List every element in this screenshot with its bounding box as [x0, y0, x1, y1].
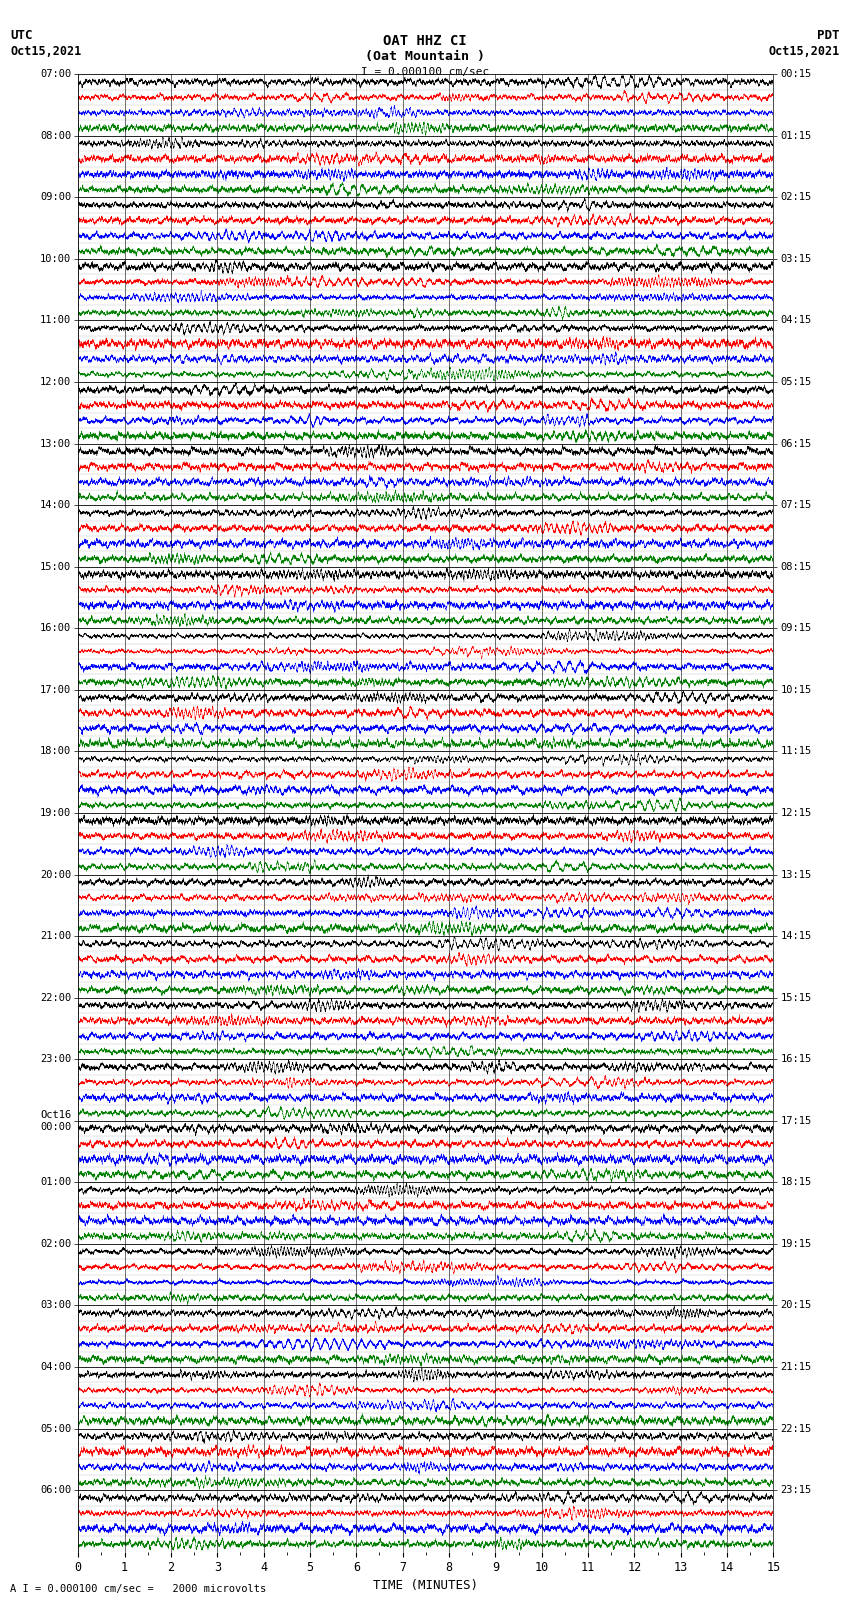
X-axis label: TIME (MINUTES): TIME (MINUTES) — [373, 1579, 479, 1592]
Text: Oct15,2021: Oct15,2021 — [768, 45, 840, 58]
Text: I = 0.000100 cm/sec: I = 0.000100 cm/sec — [361, 68, 489, 77]
Text: (Oat Mountain ): (Oat Mountain ) — [365, 50, 485, 63]
Text: UTC: UTC — [10, 29, 32, 42]
Text: A I = 0.000100 cm/sec =   2000 microvolts: A I = 0.000100 cm/sec = 2000 microvolts — [10, 1584, 266, 1594]
Text: PDT: PDT — [818, 29, 840, 42]
Text: OAT HHZ CI: OAT HHZ CI — [383, 34, 467, 48]
Text: Oct15,2021: Oct15,2021 — [10, 45, 82, 58]
